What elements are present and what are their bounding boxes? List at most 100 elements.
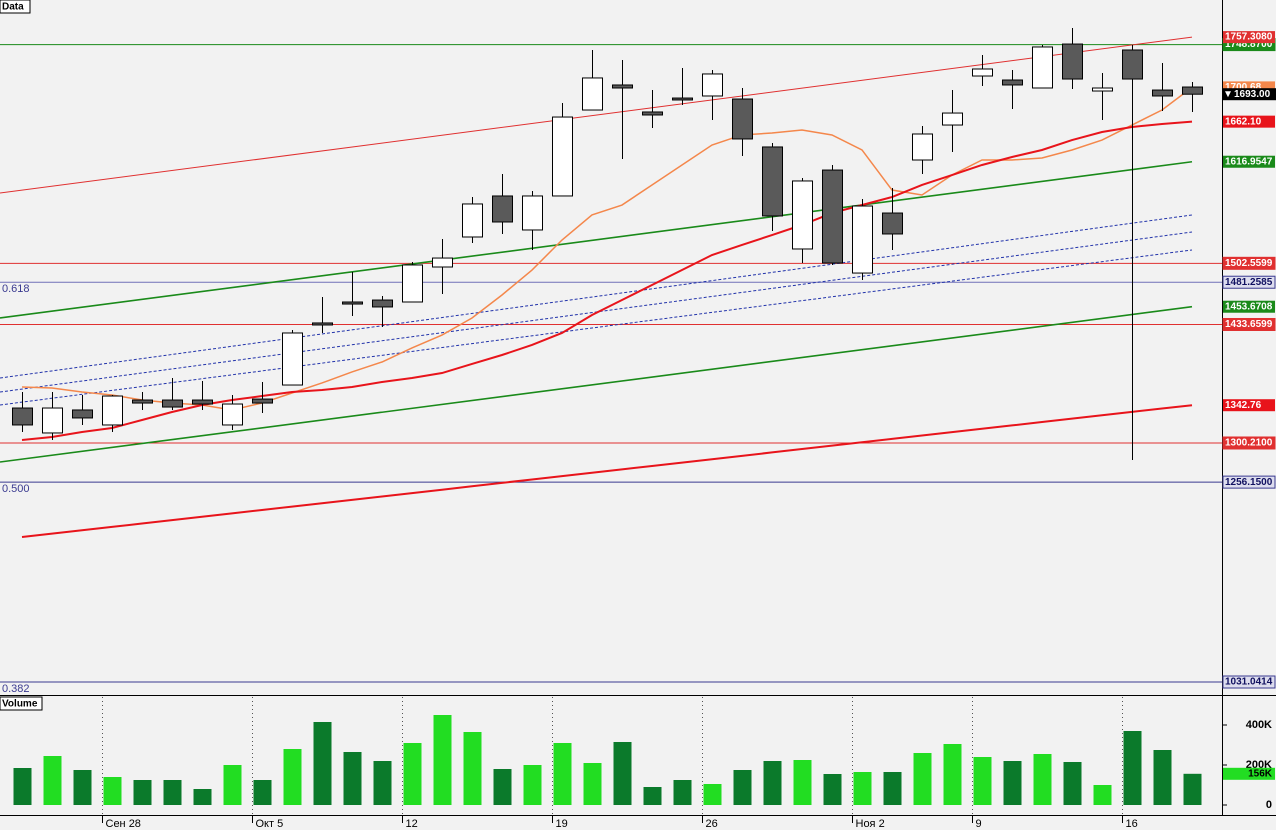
candle-body (912, 133, 933, 161)
candle-body (762, 146, 783, 217)
volume-bar (1153, 750, 1172, 805)
candle-body (12, 407, 33, 426)
price-label-box (1223, 31, 1275, 44)
candle-body (1002, 79, 1023, 86)
volume-bar (1003, 761, 1022, 805)
candle-body (942, 112, 963, 126)
fib-label: 0.382 (2, 683, 30, 695)
volume-bar (613, 742, 632, 805)
price-label-box (1223, 155, 1275, 168)
x-tick-label: 16 (1126, 818, 1138, 830)
y-tick-label: 0 (1266, 799, 1272, 811)
volume-bar (73, 770, 92, 805)
volume-bar (373, 761, 392, 805)
price-label-box (1222, 475, 1276, 489)
volume-bar (883, 772, 902, 805)
panel-title: Volume (2, 699, 38, 710)
last-price-arrow (1225, 91, 1231, 98)
volume-bar (973, 757, 992, 805)
price-label-box (1222, 317, 1276, 331)
price-label-box (1222, 275, 1276, 289)
candle-body (852, 205, 873, 274)
candle-body (462, 203, 483, 238)
volume-bar (163, 780, 182, 805)
candle-body (432, 257, 453, 268)
candle-body (1182, 86, 1203, 95)
price-label-box (1223, 115, 1275, 128)
price-label: 1616.9547 (1225, 156, 1273, 167)
candle-body (1122, 49, 1143, 80)
price-label-box (1222, 436, 1276, 450)
x-tick-label: Окт 5 (256, 818, 284, 830)
trend-line (0, 36, 1193, 194)
volume-bar (523, 765, 542, 805)
volume-bar (313, 722, 332, 805)
volume-bar (793, 760, 812, 805)
candle-body (642, 111, 663, 116)
candle-body (582, 77, 603, 111)
candle-body (402, 264, 423, 303)
price-label-box (1223, 300, 1275, 313)
candle-body (252, 398, 273, 404)
volume-label: 156K (1248, 768, 1273, 779)
volume-bar (13, 768, 32, 805)
x-tick-label: 19 (556, 818, 568, 830)
panel-title: Data (2, 2, 24, 13)
x-tick-label: Ноя 2 (856, 818, 885, 830)
volume-bar (283, 749, 302, 805)
price-label-box (1222, 675, 1276, 689)
trend-line (0, 305, 1193, 463)
x-tick-label: 9 (976, 818, 982, 830)
last-price-box (1223, 88, 1276, 101)
volume-bar (223, 765, 242, 805)
candle-body (702, 73, 723, 97)
volume-bar (403, 743, 422, 805)
candle-body (792, 180, 813, 250)
price-label: 1256.1500 (1225, 477, 1273, 488)
candle-body (312, 322, 333, 326)
volume-bar (1063, 762, 1082, 805)
volume-bar (583, 763, 602, 805)
moving-average (21, 404, 1193, 539)
candle-body (222, 403, 243, 426)
price-label: 1031.0414 (1225, 677, 1273, 688)
volume-bar (853, 772, 872, 805)
volume-bar (343, 752, 362, 805)
candle-body (1152, 89, 1173, 97)
volume-bar (553, 743, 572, 805)
candle-body (882, 212, 903, 235)
candle-body (132, 399, 153, 404)
price-label: 1453.6708 (1225, 301, 1273, 312)
candle-body (102, 395, 123, 426)
trend-line (0, 214, 1193, 379)
candle-body (492, 195, 513, 223)
candle-body (282, 332, 303, 386)
volume-bar (493, 769, 512, 805)
volume-bar (643, 787, 662, 805)
volume-bar (943, 744, 962, 805)
volume-bar (253, 780, 272, 805)
fib-label: 0.618 (2, 283, 30, 295)
candle-body (552, 116, 573, 197)
price-label: 1502.5599 (1225, 258, 1273, 269)
price-label: 1757.3080 (1225, 32, 1273, 43)
volume-bar (703, 784, 722, 805)
volume-bar (433, 715, 452, 805)
candle-body (1032, 46, 1053, 89)
candle-body (162, 399, 183, 408)
candle-body (672, 97, 693, 101)
candle-body (42, 407, 63, 434)
volume-bar (1183, 773, 1202, 805)
moving-average (21, 120, 1193, 441)
panel-tag (0, 0, 31, 14)
volume-bar (463, 732, 482, 805)
price-label: 1748.8700 (1225, 39, 1273, 50)
candle-body (192, 399, 213, 405)
x-tick-label: 26 (706, 818, 718, 830)
x-tick-label: Сен 28 (106, 818, 141, 830)
volume-bar (1123, 731, 1142, 805)
volume-bar (193, 789, 212, 805)
price-label: 1662.10 (1225, 116, 1262, 127)
